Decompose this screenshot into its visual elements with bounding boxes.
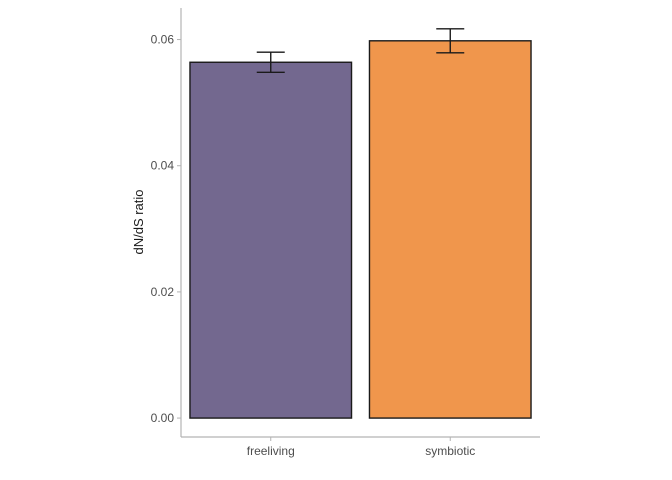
y-ticks-layer: 0.00 0.02 0.04 0.06 xyxy=(151,33,181,425)
error-bar-freeliving xyxy=(256,51,285,74)
x-tick-label: freeliving xyxy=(247,444,295,458)
x-tick-label: symbiotic xyxy=(425,444,475,458)
bars-layer xyxy=(189,40,532,419)
bar-freeliving xyxy=(189,61,353,419)
y-tick-label: 0.06 xyxy=(151,33,175,47)
error-bars-layer xyxy=(256,28,465,74)
y-tick-label: 0.00 xyxy=(151,411,175,425)
y-axis-title: dN/dS ratio xyxy=(131,189,146,254)
y-tick-label: 0.02 xyxy=(151,285,175,299)
bar-symbiotic xyxy=(368,40,532,419)
axes-layer xyxy=(180,8,540,438)
error-bar-symbiotic xyxy=(436,28,465,54)
y-tick-label: 0.04 xyxy=(151,159,175,173)
x-ticks-layer: freeliving symbiotic xyxy=(247,437,475,458)
